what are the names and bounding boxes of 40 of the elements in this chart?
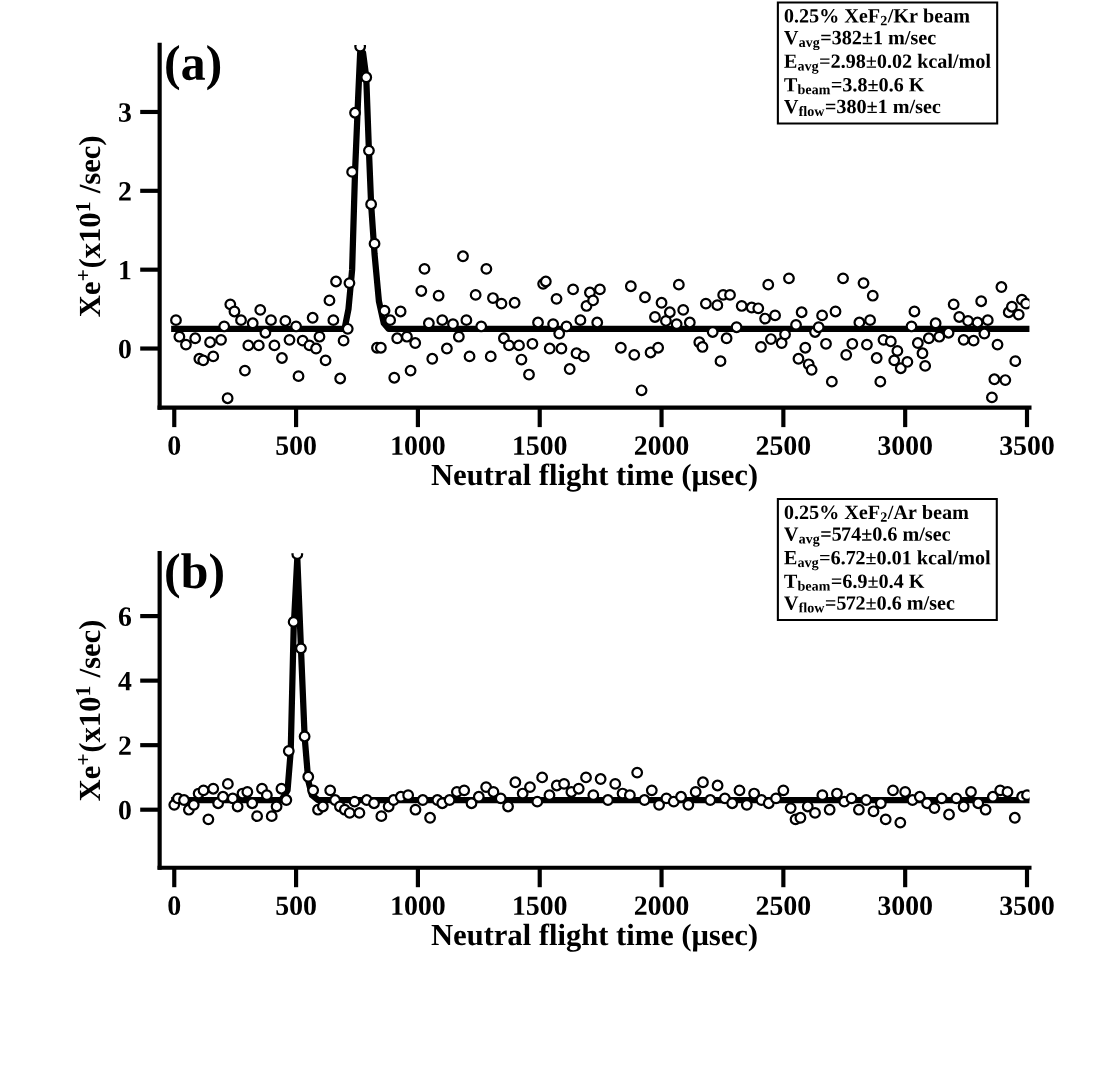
y-axis-title: Xe$^{+}$(x10$^{1}$ /sec) bbox=[76, 620, 107, 801]
x-tick-label: 3500 bbox=[1000, 896, 1054, 916]
annotation: T$_{beam}$=6.9±0.4 K bbox=[784, 574, 925, 591]
x-tick-label: 0 bbox=[168, 436, 181, 455]
x-tick-label: 1000 bbox=[392, 436, 445, 455]
y-axis-title: Xe$^{+}$(x10$^{1}$ /sec) bbox=[76, 136, 107, 317]
x-tick-label: 3000 bbox=[878, 896, 932, 916]
y-tick-label: 0 bbox=[119, 800, 131, 820]
x-axis-title: Neutral flight time (μsec) bbox=[431, 463, 757, 492]
annotation: E$_{avg}$=6.72±0.01 kcal/mol bbox=[784, 550, 991, 571]
x-tick-label: 2500 bbox=[756, 896, 811, 916]
annotation: V$_{avg}$=382±1 m/sec bbox=[784, 30, 936, 51]
x-tick-label: 500 bbox=[276, 436, 316, 455]
x-tick-label: 500 bbox=[276, 896, 316, 916]
text: V$_{avg}$=574±0.6 m/sec bbox=[784, 527, 951, 547]
x-tick-label: 2000 bbox=[634, 436, 689, 455]
x-tick-label: 2500 bbox=[756, 436, 811, 455]
chart-title: (b) bbox=[166, 553, 223, 599]
x-tick-label: 0 bbox=[168, 896, 181, 916]
annotation: V$_{flow}$=380±1 m/sec bbox=[784, 99, 941, 117]
y-tick-label: 1 bbox=[120, 260, 131, 280]
x-tick-label: 3500 bbox=[1000, 436, 1054, 455]
y-tick-label: 4 bbox=[118, 671, 132, 691]
x-tick-label: 1500 bbox=[514, 896, 567, 916]
x-tick-label: 2000 bbox=[634, 896, 689, 916]
x-tick-label: 1500 bbox=[514, 436, 567, 455]
chart-title: (a) bbox=[166, 44, 221, 91]
annotation: T$_{beam}$=3.8±0.6 K bbox=[784, 77, 925, 95]
y-tick-label: 3 bbox=[119, 103, 131, 122]
annotation: V$_{flow}$=572±0.6 m/sec bbox=[784, 596, 955, 613]
x-tick-label: 3000 bbox=[878, 436, 932, 455]
text: 0.25% XeF$_{2}$/Kr beam bbox=[784, 8, 970, 26]
y-tick-label: 2 bbox=[119, 736, 131, 755]
annotation: E$_{avg}$=2.98±0.02 kcal/mol bbox=[784, 53, 991, 74]
y-tick-label: 6 bbox=[118, 607, 132, 627]
text: 0.25% XeF$_{2}$/Ar beam bbox=[784, 504, 969, 522]
x-axis-title: Neutral flight time (μsec) bbox=[431, 923, 757, 952]
y-tick-label: 2 bbox=[119, 182, 131, 201]
y-tick-label: 0 bbox=[119, 339, 131, 359]
x-tick-label: 1000 bbox=[392, 896, 445, 916]
